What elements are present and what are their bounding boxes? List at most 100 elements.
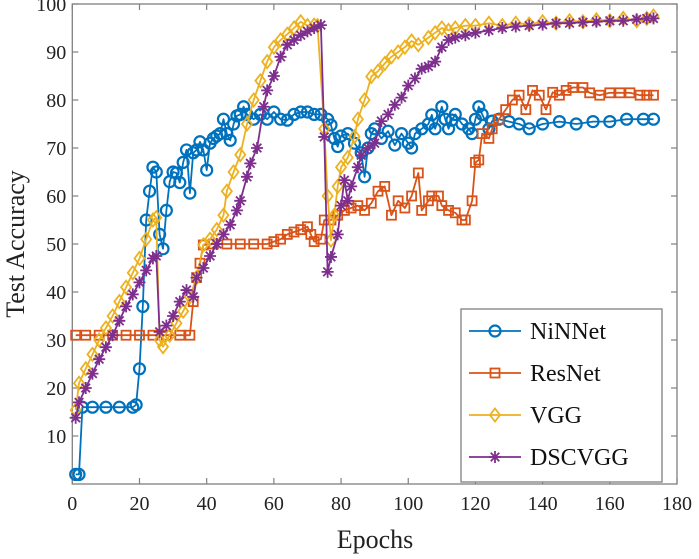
data-point (237, 100, 251, 114)
data-point (150, 250, 163, 262)
data-point (459, 29, 472, 42)
x-tick-label: 40 (197, 493, 217, 515)
data-point (355, 149, 368, 162)
data-point (234, 238, 246, 250)
data-point (334, 129, 348, 143)
data-point (378, 55, 391, 72)
data-point (624, 87, 636, 99)
data-point (281, 38, 294, 51)
series-line (75, 86, 654, 337)
data-point (405, 141, 419, 155)
data-point (220, 183, 233, 200)
data-point (351, 111, 364, 128)
data-point (120, 329, 132, 341)
legend-label: ResNet (530, 361, 601, 387)
data-point (513, 89, 525, 101)
data-point (359, 204, 370, 216)
data-point (187, 290, 200, 303)
data-point (392, 195, 404, 207)
data-point (520, 104, 532, 115)
data-point (300, 105, 315, 119)
data-point (341, 127, 355, 141)
data-point (133, 250, 146, 267)
y-axis-label: Test Accuracy (1, 170, 30, 318)
data-point (234, 194, 247, 207)
data-point (381, 124, 395, 138)
data-point (136, 299, 150, 313)
data-point (267, 70, 280, 82)
data-point (129, 398, 143, 412)
y-tick-label: 30 (46, 330, 66, 352)
data-point (448, 107, 462, 122)
data-point (251, 142, 264, 154)
data-point (244, 157, 257, 170)
data-point (435, 41, 448, 54)
data-point (190, 271, 203, 284)
data-point (189, 143, 204, 157)
data-point (99, 341, 112, 354)
data-point (426, 190, 438, 202)
data-point (301, 25, 314, 38)
y-tick-label: 100 (36, 0, 66, 16)
data-point (586, 114, 600, 129)
legend-label: VGG (530, 403, 582, 429)
data-point (295, 224, 307, 236)
data-point (119, 279, 133, 296)
data-point (106, 308, 119, 324)
data-point (261, 84, 274, 97)
series-dscvgg (69, 12, 660, 424)
data-point (388, 98, 401, 111)
x-tick-label: 140 (528, 493, 558, 515)
data-point (183, 186, 197, 200)
data-point (590, 15, 603, 28)
data-point (475, 107, 489, 122)
data-point (159, 203, 173, 217)
data-point (550, 17, 563, 30)
data-point (126, 264, 139, 281)
data-point (160, 319, 173, 332)
data-point (398, 39, 412, 56)
data-point (73, 396, 86, 409)
y-tick-label: 20 (46, 378, 66, 400)
x-tick-label: 120 (460, 493, 490, 515)
data-point (273, 112, 288, 126)
data-point (533, 89, 545, 101)
data-point (321, 265, 334, 278)
data-point (617, 14, 630, 27)
data-point (576, 16, 589, 29)
data-point (435, 20, 448, 36)
data-point (267, 105, 281, 119)
legend-item-ninnet: NiNNet (469, 319, 606, 345)
data-point (540, 104, 552, 115)
data-point (314, 19, 327, 32)
data-point (428, 122, 442, 136)
data-point (204, 250, 217, 262)
data-point (569, 117, 583, 131)
data-point (412, 167, 424, 179)
data-point (341, 149, 354, 166)
data-point (604, 87, 616, 99)
data-point (150, 209, 163, 226)
data-point (223, 133, 237, 147)
data-point (139, 213, 153, 227)
data-point (99, 400, 113, 414)
data-point (469, 26, 482, 39)
data-point (459, 214, 471, 226)
data-point (210, 221, 223, 238)
data-point (630, 13, 643, 26)
data-point (416, 204, 428, 216)
data-point (113, 293, 126, 310)
data-point (173, 295, 186, 308)
data-point (233, 107, 247, 122)
legend-marker-circle-icon (488, 324, 502, 338)
data-point (603, 14, 616, 27)
data-point (126, 288, 139, 301)
x-tick-label: 160 (595, 493, 625, 515)
data-point (307, 107, 321, 122)
data-point (308, 236, 320, 248)
data-point (261, 53, 274, 70)
data-point (180, 284, 193, 297)
data-point (93, 353, 106, 366)
data-point (305, 228, 317, 240)
